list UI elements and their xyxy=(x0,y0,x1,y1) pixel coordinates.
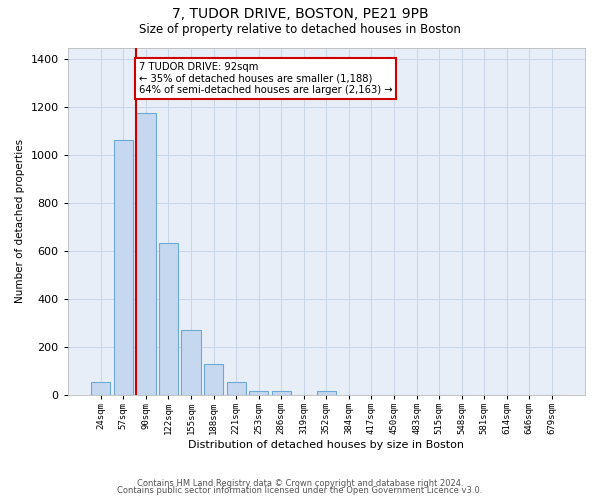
Text: Contains public sector information licensed under the Open Government Licence v3: Contains public sector information licen… xyxy=(118,486,482,495)
Bar xyxy=(204,364,223,395)
Bar xyxy=(114,140,133,395)
Bar xyxy=(272,391,291,395)
Bar xyxy=(249,391,268,395)
Bar xyxy=(159,243,178,395)
X-axis label: Distribution of detached houses by size in Boston: Distribution of detached houses by size … xyxy=(188,440,464,450)
Text: Size of property relative to detached houses in Boston: Size of property relative to detached ho… xyxy=(139,22,461,36)
Bar xyxy=(227,382,246,395)
Bar xyxy=(317,391,336,395)
Y-axis label: Number of detached properties: Number of detached properties xyxy=(15,140,25,304)
Bar xyxy=(136,114,155,395)
Text: 7 TUDOR DRIVE: 92sqm
← 35% of detached houses are smaller (1,188)
64% of semi-de: 7 TUDOR DRIVE: 92sqm ← 35% of detached h… xyxy=(139,62,392,95)
Bar xyxy=(181,330,200,395)
Text: 7, TUDOR DRIVE, BOSTON, PE21 9PB: 7, TUDOR DRIVE, BOSTON, PE21 9PB xyxy=(172,8,428,22)
Text: Contains HM Land Registry data © Crown copyright and database right 2024.: Contains HM Land Registry data © Crown c… xyxy=(137,478,463,488)
Bar xyxy=(91,382,110,395)
